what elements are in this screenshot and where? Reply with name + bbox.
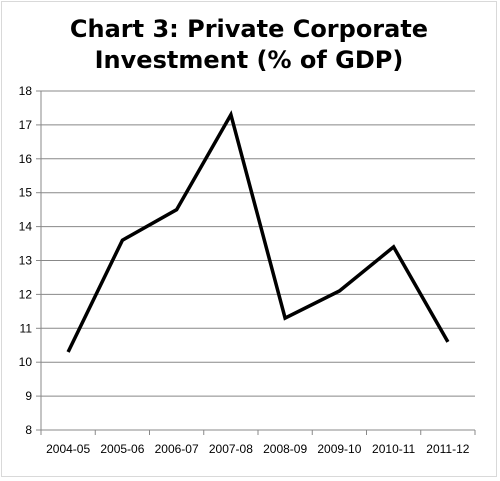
- x-tick-label: 2007-08: [209, 442, 253, 456]
- line-chart: 8 9 10 11 12 13 14 15 16 17 18 2004-05 2005-06 2006-0…: [2, 2, 496, 476]
- y-tick-label: 10: [19, 355, 33, 369]
- x-tick-label: 2006-07: [155, 442, 199, 456]
- y-tick-label: 9: [25, 389, 32, 403]
- x-tick-label: 2004-05: [46, 442, 90, 456]
- y-tick-label: 8: [25, 423, 32, 437]
- x-tick-label: 2009-10: [317, 442, 361, 456]
- x-tick-label: 2011-12: [426, 442, 469, 456]
- y-tick-label: 11: [20, 321, 33, 335]
- y-tick-label: 16: [19, 152, 33, 166]
- x-tick-label: 2005-06: [100, 442, 144, 456]
- series-line: [68, 115, 448, 352]
- y-tick-label: 18: [19, 84, 33, 98]
- y-tick-label: 14: [19, 220, 33, 234]
- x-tick-label: 2008-09: [263, 442, 307, 456]
- y-tick-label: 15: [19, 186, 33, 200]
- y-tick-label: 13: [19, 254, 33, 268]
- y-tick-label: 17: [19, 118, 33, 132]
- y-tick-label: 12: [19, 287, 33, 301]
- x-tick-label: 2010-11: [372, 442, 415, 456]
